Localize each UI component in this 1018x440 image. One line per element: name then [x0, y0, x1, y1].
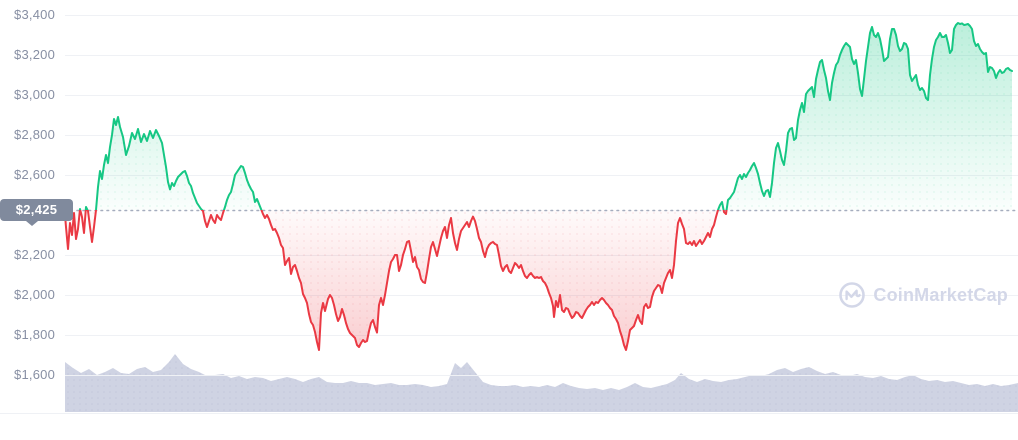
x-axis: Jun917Jul917Aug91725 — [0, 413, 1018, 440]
volume-series — [65, 354, 1018, 412]
coinmarketcap-logo-icon — [839, 282, 866, 308]
y-axis-tick-label: $1,600 — [14, 367, 55, 382]
y-axis-tick-label: $2,800 — [14, 127, 55, 142]
y-axis-tick-label: $1,800 — [14, 327, 55, 342]
current-price-badge: $2,425 — [0, 199, 73, 226]
y-axis-tick-label: $2,000 — [14, 287, 55, 302]
y-axis-tick-label: $2,600 — [14, 167, 55, 182]
y-axis-tick-label: $3,000 — [14, 87, 55, 102]
price-area-up — [65, 23, 1012, 210]
price-line[interactable] — [64, 22, 1013, 351]
watermark: CoinMarketCap — [838, 281, 1008, 309]
y-axis-tick-label: $2,200 — [14, 247, 55, 262]
y-axis-tick-label: $3,400 — [14, 7, 55, 22]
y-axis-tick-label: $3,200 — [14, 47, 55, 62]
watermark-brand-text: CoinMarketCap — [873, 285, 1008, 305]
price-area-down — [65, 210, 1012, 350]
